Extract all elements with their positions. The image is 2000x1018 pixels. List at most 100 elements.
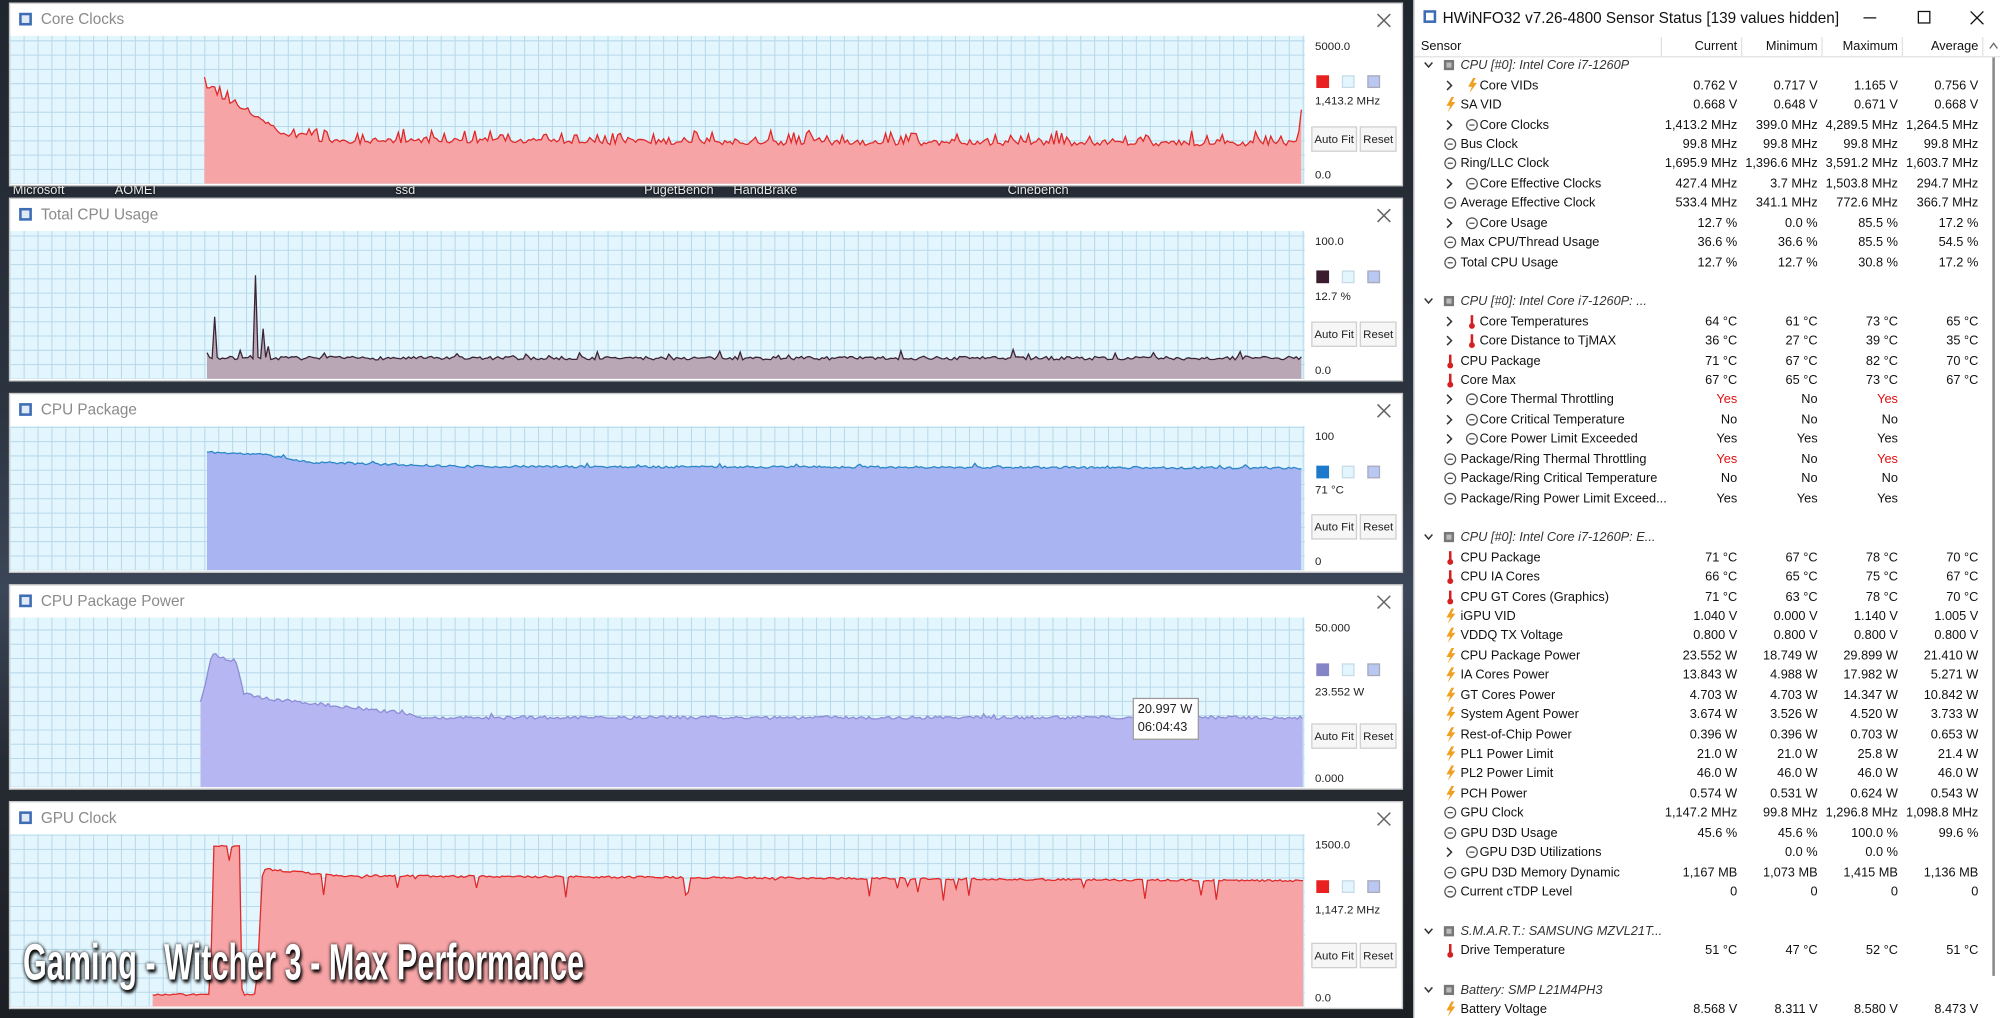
sensor-row: Core Critical Temperature No No No [1415, 411, 1983, 430]
graph-plot [10, 230, 1305, 379]
expand-arrow[interactable] [1444, 215, 1454, 230]
window-icon [19, 403, 32, 416]
sensor-value: 4.520 W [1850, 708, 1898, 723]
expand-arrow[interactable] [1423, 982, 1433, 997]
swatch-box[interactable] [1341, 880, 1355, 894]
expand-arrow[interactable] [1444, 176, 1454, 191]
swatch-box[interactable] [1341, 270, 1355, 284]
plot-background [10, 230, 1305, 379]
sensor-value: 14.347 W [1843, 688, 1898, 703]
close-button[interactable] [1375, 593, 1393, 611]
sensor-value: Yes [1796, 432, 1818, 447]
close-button[interactable] [1375, 810, 1393, 828]
sensor-label: IA Cores Power [1460, 668, 1550, 683]
expand-arrow[interactable] [1423, 923, 1433, 938]
expand-arrow[interactable] [1423, 294, 1433, 309]
sensor-value: 1,136 MB [1923, 865, 1979, 880]
sensor-icon [1447, 944, 1454, 959]
auto-fit-button[interactable]: Auto Fit [1311, 514, 1358, 540]
sensor-icon [1443, 925, 1455, 937]
sensor-icon [1447, 550, 1454, 565]
auto-fit-button[interactable]: Auto Fit [1311, 126, 1358, 153]
chip-icon [1446, 987, 1452, 993]
sensor-value: 65 °C [1785, 570, 1818, 585]
auto-fit-button[interactable]: Auto Fit [1311, 723, 1358, 749]
swatch-box[interactable] [1367, 663, 1381, 677]
sensor-row: Rest-of-Chip Power 0.396 W 0.396 W 0.703 W 0… [1415, 725, 1983, 744]
sensor-value: 0.0 % [1865, 845, 1898, 860]
sensor-value: 67 °C [1785, 354, 1818, 369]
column-divider [1660, 36, 1662, 57]
swatch-box[interactable] [1367, 270, 1381, 284]
sensor-row: Core Effective Clocks 427.4 MHz 3.7 MHz 1,5… [1415, 175, 1983, 194]
window-icon [19, 207, 32, 221]
sensor-icon [1447, 354, 1454, 368]
arrow-glyph [1424, 298, 1433, 305]
swatch-box[interactable] [1367, 75, 1381, 89]
sensor-value: 71 °C [1705, 354, 1738, 369]
group-row: CPU [#0]: Intel Core i7-1260P: ... [1415, 293, 1983, 312]
reset-button[interactable]: Reset [1359, 723, 1397, 749]
tooltip-value: 20.997 W [1137, 702, 1193, 717]
auto-fit-button[interactable]: Auto Fit [1311, 942, 1358, 968]
icon-shape [21, 597, 30, 605]
reset-button[interactable]: Reset [1359, 321, 1397, 348]
column-header: Minimum [1765, 39, 1818, 54]
sensor-row: Total CPU Usage 12.7 % 12.7 % 30.8 % 17.2 % [1415, 253, 1983, 272]
swatch-box[interactable] [1341, 464, 1355, 478]
clock-icon [1465, 846, 1478, 859]
sensor-row: GPU Clock 1,147.2 MHz 99.8 MHz 1,296.8 MHz 1… [1415, 804, 1983, 823]
close-button[interactable] [1375, 402, 1393, 420]
sensor-value: 78 °C [1865, 550, 1898, 565]
scrollbar[interactable] [1986, 37, 2000, 1018]
sensor-icon [1444, 157, 1457, 170]
expand-arrow[interactable] [1444, 77, 1454, 92]
expand-arrow[interactable] [1444, 314, 1454, 329]
bolt-icon [1446, 785, 1456, 801]
swatch-box[interactable] [1341, 75, 1355, 89]
auto-fit-button[interactable]: Auto Fit [1311, 321, 1358, 348]
sensor-icon [1447, 570, 1454, 585]
sensor-value: 4.703 W [1689, 688, 1738, 703]
close[interactable] [1970, 11, 1984, 25]
desktop-icon-label: Microsoft [12, 183, 65, 198]
reset-button[interactable]: Reset [1359, 126, 1397, 153]
sensor-value: 13.843 W [1682, 668, 1738, 683]
expand-arrow[interactable] [1444, 432, 1454, 447]
chip-icon [1446, 534, 1452, 541]
expand-arrow[interactable] [1423, 530, 1433, 545]
sensor-value: 1.165 V [1853, 78, 1898, 93]
close-glyph [1376, 403, 1391, 418]
bolt-icon [1446, 647, 1456, 664]
sensor-row: Core Max 67 °C 65 °C 73 °C 67 °C [1415, 371, 1983, 390]
sensor-value: 0 [1810, 885, 1818, 900]
expand-arrow[interactable] [1444, 333, 1454, 348]
group-row: Battery: SMP L21M4PH3 [1415, 981, 1983, 1000]
sensor-value: 35 °C [1946, 334, 1979, 349]
sensor-row: CPU IA Cores 66 °C 65 °C 75 °C 67 °C [1415, 568, 1983, 587]
reset-button[interactable]: Reset [1359, 514, 1397, 540]
expand-arrow[interactable] [1444, 392, 1454, 407]
expand-arrow[interactable] [1444, 845, 1454, 860]
sensor-label: CPU Package [1460, 550, 1541, 565]
series-swatch [1316, 464, 1330, 478]
bolt-icon [1446, 608, 1456, 624]
expand-arrow[interactable] [1444, 412, 1454, 427]
expand-arrow[interactable] [1423, 58, 1433, 73]
arrow-glyph [1446, 414, 1453, 425]
sensor-value: 3.733 W [1930, 708, 1979, 723]
swatch-box[interactable] [1341, 663, 1355, 677]
reset-button[interactable]: Reset [1359, 942, 1397, 968]
maximize[interactable] [1917, 10, 1931, 24]
swatch-box[interactable] [1367, 880, 1381, 894]
close-button[interactable] [1375, 207, 1393, 225]
sensor-value: 29.899 W [1843, 649, 1898, 664]
sensor-value: 366.7 MHz [1916, 196, 1979, 211]
sensor-value: 67 °C [1946, 570, 1979, 585]
swatch-box[interactable] [1367, 464, 1381, 478]
expand-arrow[interactable] [1444, 117, 1454, 132]
sensor-value: 64 °C [1705, 314, 1738, 329]
close-button[interactable] [1375, 11, 1393, 29]
sensor-value: 1,296.8 MHz [1825, 806, 1898, 821]
